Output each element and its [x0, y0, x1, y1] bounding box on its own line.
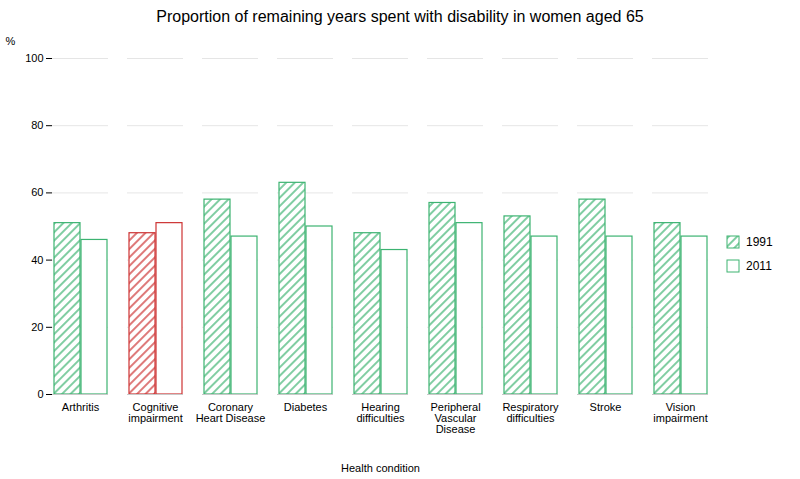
html-text:Proportion of remaining years: Proportion of remaining years spent with… [156, 8, 644, 25]
svg-text:PeripheralVascularDisease: PeripheralVascularDisease [430, 401, 480, 435]
svg-text:Arthritis: Arthritis [62, 401, 100, 413]
svg-text:Respiratorydifficulties: Respiratorydifficulties [502, 401, 559, 424]
svg-text:20: 20 [31, 321, 43, 333]
svg-text:%: % [6, 35, 16, 47]
svg-text:Stroke: Stroke [590, 401, 622, 413]
svg-text:80: 80 [31, 119, 43, 131]
svg-text:0: 0 [37, 388, 43, 400]
html-text:1991: 1991 [746, 235, 773, 249]
svg-text:Cognitiveimpairment: Cognitiveimpairment [128, 401, 182, 424]
svg-text:CoronaryHeart Disease: CoronaryHeart Disease [196, 401, 266, 424]
html-text:2011: 2011 [746, 259, 772, 273]
svg-text:Health condition: Health condition [341, 462, 420, 474]
svg-text:40: 40 [31, 254, 43, 266]
svg-text:Visionimpairment: Visionimpairment [653, 401, 707, 424]
svg-text:60: 60 [31, 186, 43, 198]
svg-text:Hearingdifficulties: Hearingdifficulties [356, 401, 405, 424]
svg-text:Diabetes: Diabetes [284, 401, 328, 413]
svg-text:100: 100 [25, 52, 43, 64]
